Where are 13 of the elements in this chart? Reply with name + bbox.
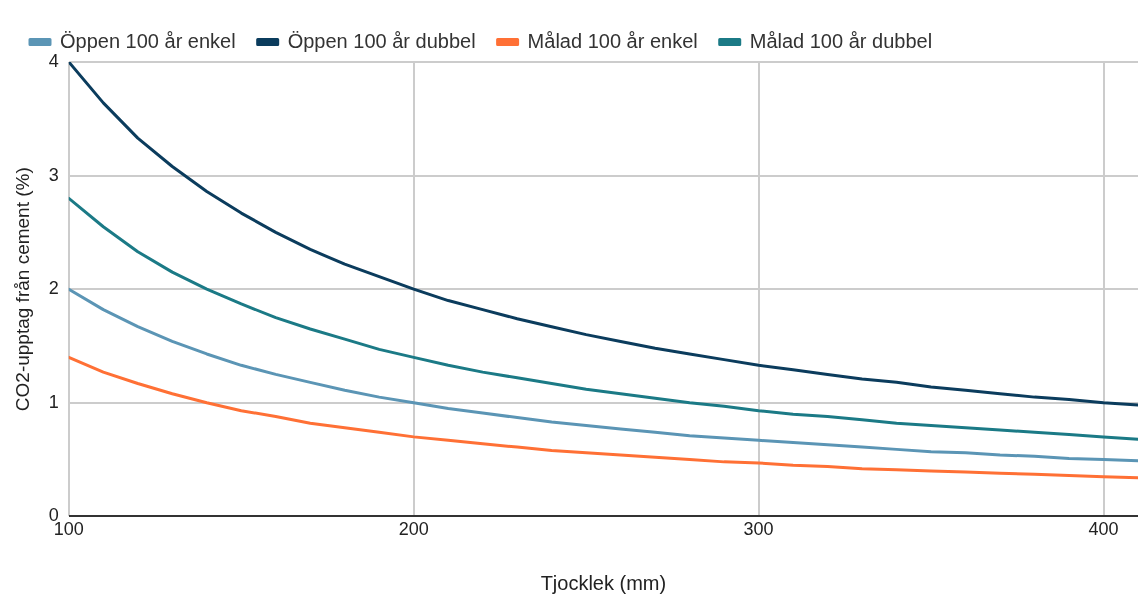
y-tick-label: 4 — [48, 50, 59, 71]
y-tick-label: 2 — [48, 278, 59, 299]
x-axis-title: Tjocklek (mm) — [540, 571, 667, 594]
legend-label: Målad 100 år enkel — [527, 29, 698, 52]
y-tick-label: 1 — [48, 391, 59, 412]
y-axis-title: CO2-upptag från cement (%) — [11, 167, 33, 412]
legend-label: Öppen 100 år enkel — [60, 29, 236, 52]
legend-label: Öppen 100 år dubbel — [287, 29, 476, 52]
x-tick-label: 400 — [1088, 519, 1119, 540]
legend-label: Målad 100 år dubbel — [749, 29, 933, 52]
x-tick-label: 200 — [398, 519, 429, 540]
y-tick-label: 3 — [48, 164, 59, 185]
x-tick-label: 300 — [743, 519, 774, 540]
